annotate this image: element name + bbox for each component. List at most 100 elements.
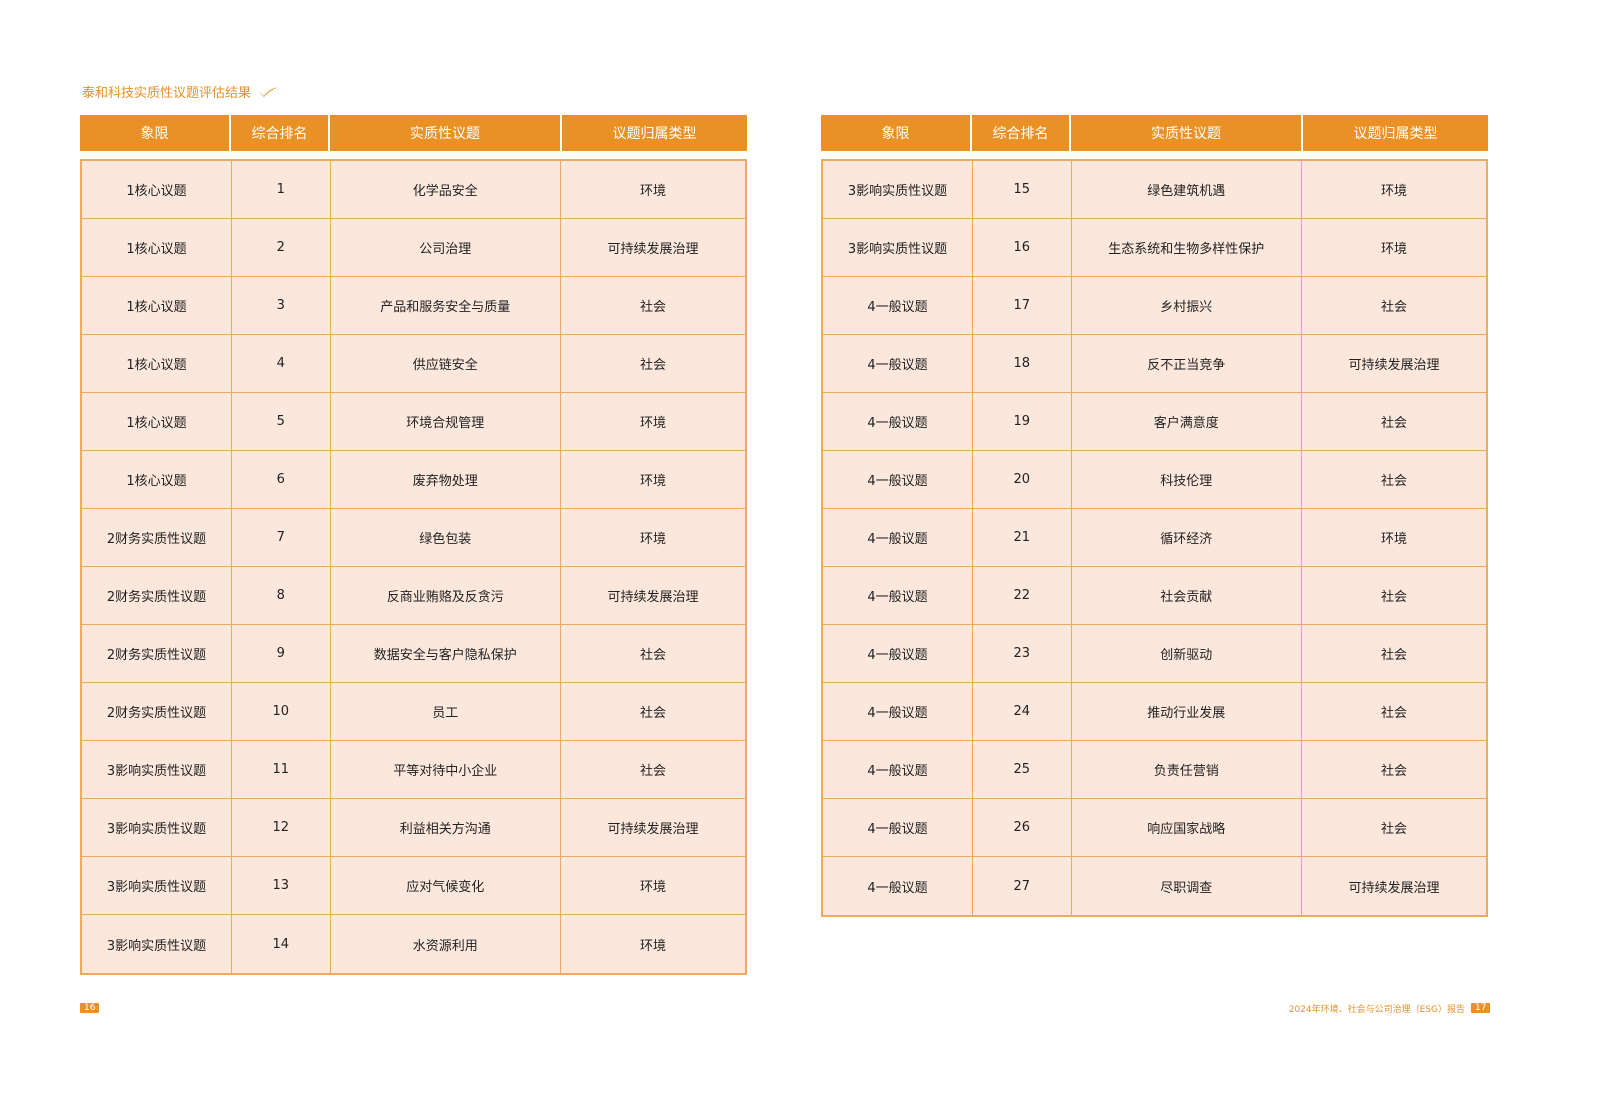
cell-rank: 10 [232,683,331,740]
cell-type: 社会 [640,764,667,779]
cell-rank: 24 [973,683,1072,740]
cell-type: 社会 [1381,764,1408,779]
header-type: 议题归属类型 [1353,126,1438,142]
table-row: 1核心议题 5 环境合规管理 环境 [82,393,745,451]
cell-topic: 乡村振兴 [1072,277,1303,334]
cell-quadrant: 2财务实质性议题 [82,509,233,566]
cell-quadrant: 1核心议题 [82,451,233,508]
cell-topic: 科技伦理 [1072,451,1303,508]
cell-quadrant: 4一般议题 [823,335,974,392]
cell-topic: 绿色建筑机遇 [1072,161,1303,218]
cell-rank: 4 [232,335,331,392]
table-row: 2财务实质性议题 8 反商业贿赂及反贪污 可持续发展治理 [82,567,745,625]
table-row: 1核心议题 6 废弃物处理 环境 [82,451,745,509]
cell-type: 可持续发展治理 [1348,358,1440,373]
cell-quadrant: 3影响实质性议题 [823,219,974,276]
table-row: 3影响实质性议题 11 平等对待中小企业 社会 [82,741,745,799]
cell-topic: 生态系统和生物多样性保护 [1072,219,1303,276]
cell-quadrant: 4一般议题 [823,857,974,915]
page-number-left: 16 [80,1003,100,1013]
cell-topic: 尽职调查 [1072,857,1303,915]
page-number-right: 17 [1471,1003,1491,1013]
cell-type: 社会 [1381,706,1408,721]
cell-topic: 水资源利用 [331,915,562,973]
cell-rank: 27 [973,857,1072,915]
cell-topic: 供应链安全 [331,335,562,392]
cell-type: 社会 [1381,416,1408,431]
materiality-table-left: 象限 综合排名 实质性议题 议题归属类型 1核心议题 1 化学品安全 环境 1核心议题 2… [80,115,747,975]
table-row: 4一般议题 22 社会贡献 社会 [823,567,1486,625]
cell-type: 社会 [640,300,667,315]
table-row: 3影响实质性议题 13 应对气候变化 环境 [82,857,745,915]
cell-topic: 产品和服务安全与质量 [331,277,562,334]
header-topic: 实质性议题 [1071,115,1303,151]
cell-quadrant: 2财务实质性议题 [82,683,233,740]
cell-topic: 废弃物处理 [331,451,562,508]
cell-quadrant: 4一般议题 [823,799,974,856]
cell-quadrant: 4一般议题 [823,509,974,566]
cell-rank: 1 [232,161,331,218]
cell-type: 社会 [1381,822,1408,837]
cell-rank: 13 [232,857,331,914]
cell-type: 可持续发展治理 [1348,880,1440,896]
cell-rank: 2 [232,219,331,276]
table-row: 4一般议题 26 响应国家战略 社会 [823,799,1486,857]
cell-topic: 反不正当竞争 [1072,335,1303,392]
cell-rank: 19 [973,393,1072,450]
cell-quadrant: 4一般议题 [823,277,974,334]
table-row: 4一般议题 25 负责任营销 社会 [823,741,1486,799]
cell-rank: 22 [973,567,1072,624]
cell-type: 环境 [640,416,667,431]
cell-type: 环境 [1381,242,1408,257]
cell-topic: 绿色包装 [331,509,562,566]
table-row: 2财务实质性议题 7 绿色包装 环境 [82,509,745,567]
table-row: 3影响实质性议题 14 水资源利用 环境 [82,915,745,973]
header-topic: 实质性议题 [330,115,562,151]
cell-topic: 平等对待中小企业 [331,741,562,798]
table-row: 4一般议题 21 循环经济 环境 [823,509,1486,567]
table-header: 象限 综合排名 实质性议题 议题归属类型 [821,115,1488,151]
cell-quadrant: 3影响实质性议题 [82,741,233,798]
table-row: 4一般议题 23 创新驱动 社会 [823,625,1486,683]
table-body: 3影响实质性议题 15 绿色建筑机遇 环境 3影响实质性议题 16 生态系统和生物多样性保护… [821,159,1488,917]
cell-rank: 16 [973,219,1072,276]
table-row: 3影响实质性议题 12 利益相关方沟通 可持续发展治理 [82,799,745,857]
cell-quadrant: 4一般议题 [823,741,974,798]
cell-rank: 26 [973,799,1072,856]
cell-type: 可持续发展治理 [607,822,699,837]
cell-rank: 20 [973,451,1072,508]
cell-type: 社会 [640,648,667,663]
cell-quadrant: 4一般议题 [823,625,974,682]
cell-rank: 12 [232,799,331,856]
cell-topic: 推动行业发展 [1072,683,1303,740]
table-row: 2财务实质性议题 9 数据安全与客户隐私保护 社会 [82,625,745,683]
cell-topic: 负责任营销 [1072,741,1303,798]
table-row: 4一般议题 20 科技伦理 社会 [823,451,1486,509]
table-row: 4一般议题 17 乡村振兴 社会 [823,277,1486,335]
cell-quadrant: 4一般议题 [823,683,974,740]
cell-quadrant: 2财务实质性议题 [82,567,233,624]
table-row: 3影响实质性议题 16 生态系统和生物多样性保护 环境 [823,219,1486,277]
cell-quadrant: 3影响实质性议题 [823,161,974,218]
cell-quadrant: 3影响实质性议题 [82,915,233,973]
table-row: 1核心议题 3 产品和服务安全与质量 社会 [82,277,745,335]
cell-topic: 数据安全与客户隐私保护 [331,625,562,682]
cell-quadrant: 1核心议题 [82,277,233,334]
table-row: 4一般议题 27 尽职调查 可持续发展治理 [823,857,1486,915]
table-header: 象限 综合排名 实质性议题 议题归属类型 [80,115,747,151]
cell-rank: 8 [232,567,331,624]
cell-quadrant: 1核心议题 [82,161,233,218]
cell-type: 社会 [640,358,667,373]
checkmark-icon [258,86,279,97]
cell-quadrant: 4一般议题 [823,567,974,624]
table-row: 1核心议题 1 化学品安全 环境 [82,161,745,219]
table-row: 4一般议题 19 客户满意度 社会 [823,393,1486,451]
cell-topic: 社会贡献 [1072,567,1303,624]
cell-topic: 客户满意度 [1072,393,1303,450]
table-row: 3影响实质性议题 15 绿色建筑机遇 环境 [823,161,1486,219]
cell-topic: 响应国家战略 [1072,799,1303,856]
header-rank: 综合排名 [231,115,330,151]
cell-type: 环境 [640,880,667,895]
cell-type: 环境 [640,938,667,954]
cell-quadrant: 4一般议题 [823,451,974,508]
